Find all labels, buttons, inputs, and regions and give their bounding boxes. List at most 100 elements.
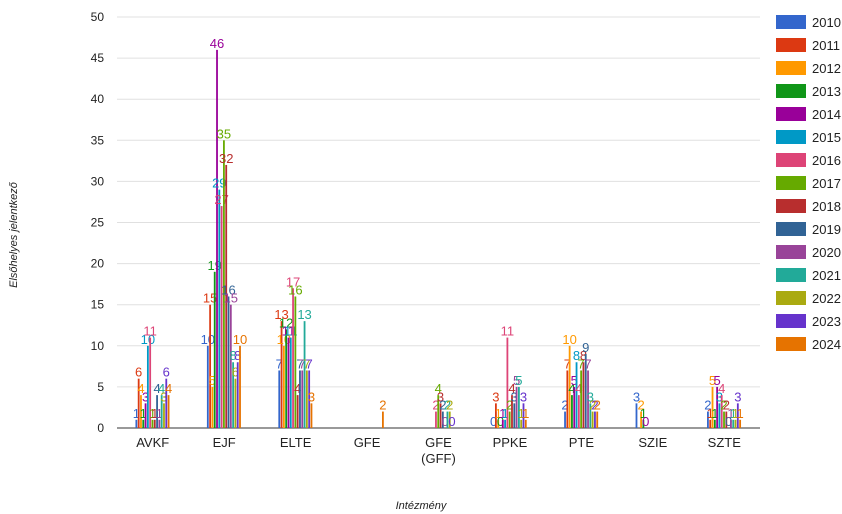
- data-label: 3: [716, 389, 723, 404]
- bar: [441, 411, 444, 428]
- bar: [308, 370, 311, 428]
- data-label: 16: [288, 282, 302, 297]
- bar: [437, 395, 440, 428]
- data-label: 1: [501, 406, 508, 421]
- data-label: 3: [160, 389, 167, 404]
- x-tick-label: PTE: [569, 435, 595, 450]
- y-tick-label: 35: [91, 133, 105, 147]
- data-label: 13: [297, 307, 311, 322]
- data-label: 4: [294, 381, 301, 396]
- bar: [232, 362, 235, 428]
- legend-label: 2016: [812, 153, 841, 168]
- legend-swatch: [776, 268, 806, 282]
- data-label: 8: [234, 348, 241, 363]
- bar: [564, 411, 566, 428]
- bar: [718, 403, 721, 428]
- legend-swatch: [776, 245, 806, 259]
- data-label: 4: [165, 381, 172, 396]
- data-label: 8: [573, 348, 580, 363]
- bar: [163, 403, 165, 428]
- bar: [285, 329, 288, 428]
- legend-swatch: [776, 291, 806, 305]
- bar: [216, 49, 218, 428]
- data-label: 7: [276, 356, 283, 371]
- bar: [707, 411, 709, 428]
- data-label: 2: [723, 398, 730, 413]
- data-label: 1: [518, 406, 525, 421]
- legend-label: 2022: [812, 291, 841, 306]
- data-label: 1: [133, 406, 140, 421]
- data-label: 6: [163, 365, 170, 380]
- data-label: 8: [580, 348, 587, 363]
- bar: [522, 403, 525, 428]
- data-label: 2: [591, 398, 598, 413]
- bar: [160, 395, 163, 428]
- bar: [501, 419, 504, 428]
- data-label: 2: [379, 398, 386, 413]
- legend-swatch: [776, 15, 806, 29]
- bar: [520, 419, 523, 428]
- legend-label: 2011: [812, 38, 840, 53]
- bar: [382, 411, 384, 428]
- data-label: 1: [707, 406, 714, 421]
- data-label: 11: [282, 324, 296, 339]
- data-label: 3: [492, 389, 499, 404]
- data-label: 10: [562, 332, 576, 347]
- data-label: 3: [520, 389, 527, 404]
- legend-swatch: [776, 199, 806, 213]
- x-tick-label: SZIE: [638, 435, 667, 450]
- bar: [299, 370, 301, 428]
- x-tick-label: (GFF): [421, 451, 456, 466]
- data-label: 1: [499, 406, 506, 421]
- bar: [292, 288, 294, 428]
- data-label: 4: [153, 381, 160, 396]
- bar: [504, 419, 506, 428]
- bar: [709, 419, 712, 428]
- data-label: 1: [730, 406, 737, 421]
- data-label: 0: [490, 414, 497, 429]
- data-label: 3: [511, 389, 518, 404]
- bar: [573, 386, 576, 428]
- bar: [153, 419, 156, 428]
- y-tick-label: 15: [91, 298, 105, 312]
- bar: [165, 378, 168, 428]
- bar: [584, 354, 587, 428]
- data-label: 2: [594, 398, 601, 413]
- data-label: 9: [582, 340, 589, 355]
- bar: [582, 362, 585, 428]
- bar: [303, 321, 306, 428]
- y-tick-label: 30: [91, 174, 105, 188]
- data-label: 1: [149, 406, 156, 421]
- bar: [218, 189, 221, 428]
- data-label: 4: [508, 381, 515, 396]
- data-label: 5: [209, 373, 216, 388]
- legend-label: 2013: [812, 84, 841, 99]
- data-label: 1: [151, 406, 158, 421]
- data-label: 2: [506, 398, 513, 413]
- legend-swatch: [776, 84, 806, 98]
- data-label: 1: [640, 406, 647, 421]
- bar: [282, 345, 285, 428]
- data-label: 15: [224, 291, 238, 306]
- y-tick-label: 50: [91, 10, 105, 24]
- data-label: 10: [277, 332, 291, 347]
- data-label: 5: [714, 373, 721, 388]
- data-label: 1: [495, 406, 502, 421]
- data-label: 2: [439, 398, 446, 413]
- bar: [439, 403, 442, 428]
- bar: [716, 386, 719, 428]
- legend-label: 2012: [812, 61, 841, 76]
- data-label: 6: [135, 365, 142, 380]
- legend-label: 2019: [812, 222, 841, 237]
- bar: [732, 419, 735, 428]
- data-label: 32: [219, 151, 233, 166]
- bar: [435, 411, 437, 428]
- data-label: 12: [279, 315, 293, 330]
- data-label: 5: [709, 373, 716, 388]
- data-label: 4: [718, 381, 725, 396]
- bar: [229, 304, 232, 428]
- bar: [310, 403, 313, 428]
- bar: [142, 419, 145, 428]
- bar: [580, 370, 583, 428]
